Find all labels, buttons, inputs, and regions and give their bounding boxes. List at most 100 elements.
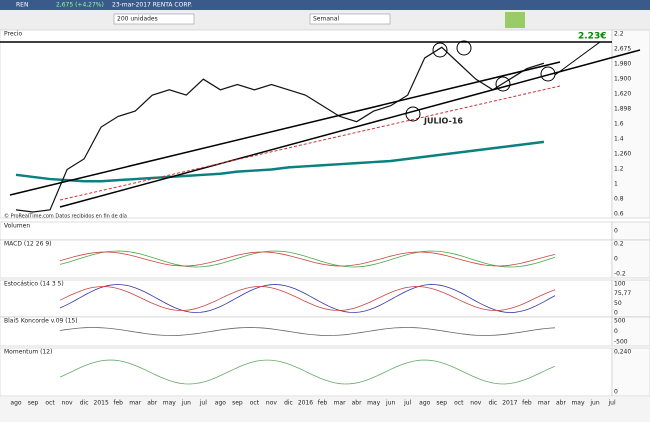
x-tick-label: may: [163, 400, 177, 407]
y-tick-label: 1.2: [614, 166, 624, 173]
symbol: REN: [16, 2, 28, 9]
x-tick-label: sep: [436, 400, 447, 407]
axis-panel: [611, 29, 650, 219]
indicator-line: [59, 250, 556, 268]
x-tick-label: dic: [284, 400, 293, 407]
x-tick-label: dic: [80, 400, 89, 407]
indicator-line: [59, 359, 556, 385]
x-tick-label: sep: [28, 400, 39, 407]
period: Semanal: [313, 16, 340, 23]
x-tick-label: abr: [147, 400, 157, 407]
y-tick-label: 0: [614, 328, 618, 335]
circles: [405, 40, 556, 122]
x-tick-label: oct: [454, 400, 464, 407]
x-tick-label: ago: [215, 400, 226, 407]
x-tick-label: dic: [488, 400, 497, 407]
x-axis: [0, 397, 650, 422]
panel: [0, 221, 613, 241]
x-tick-label: abr: [556, 400, 566, 407]
x-tick-label: nov: [62, 400, 73, 407]
source: © ProRealTime.com Datos recibidos en fin…: [4, 213, 127, 220]
axis-panel: [611, 316, 650, 347]
indicator-line: [59, 251, 556, 267]
units: 200 unidades: [117, 16, 158, 23]
x-tick-label: mar: [538, 400, 551, 407]
panel: [0, 239, 613, 279]
date: 23-mar-2017 RENTA CORP.: [112, 2, 192, 9]
y-tick-label: 2.2: [614, 31, 624, 38]
y-tick-label: 1,620: [614, 91, 631, 98]
y-tick-label: 75,77: [614, 290, 631, 297]
x-tick-label: nov: [470, 400, 481, 407]
indicator-line: [59, 327, 556, 336]
x-tick-label: 2016: [298, 400, 313, 407]
y-tick-label: 100: [614, 281, 626, 288]
trend-line: [9, 61, 561, 196]
title-bar: [0, 0, 650, 10]
axis-panel: [611, 239, 650, 279]
x-tick-label: mar: [129, 400, 142, 407]
x-tick-label: mar: [334, 400, 347, 407]
y-tick-label: 0.2: [614, 241, 624, 248]
x-tick-label: jun: [385, 400, 395, 407]
units-select[interactable]: [113, 13, 195, 25]
panel-title: Blai5 Koncorde v.09 (15): [4, 318, 78, 325]
x-tick-label: ago: [419, 400, 430, 407]
y-tick-label: 0: [614, 310, 618, 317]
x-tick-label: abr: [352, 400, 362, 407]
panel: [0, 316, 613, 347]
y-tick-label: 0.8: [614, 196, 624, 203]
x-tick-label: feb: [113, 400, 123, 407]
y-tick-label: -0.2: [614, 271, 626, 278]
arrow: [554, 41, 601, 76]
axis-panel: [611, 347, 650, 397]
y-tick-label: 1,980: [614, 61, 631, 68]
x-tick-label: jul: [403, 400, 411, 407]
y-tick-label: 1,260: [614, 151, 631, 158]
indicator-line: [59, 286, 556, 311]
y-tick-label: 0: [614, 228, 618, 235]
panel-title: Precio: [4, 31, 23, 38]
panel-title: MACD (12 26 9): [4, 241, 51, 248]
icon[interactable]: [505, 12, 525, 28]
y-tick-label: 1,900: [614, 76, 631, 83]
trend-line: [59, 85, 561, 201]
y-tick-label: 2,675: [614, 46, 631, 53]
y-tick-label: 1: [614, 181, 618, 188]
x-tick-label: jun: [589, 400, 599, 407]
x-tick-label: 2015: [94, 400, 109, 407]
x-tick-label: jul: [607, 400, 615, 407]
support-label: JULIO-16: [423, 117, 463, 126]
y-tick-label: -500: [614, 339, 628, 346]
y-tick-label: 0: [614, 389, 618, 396]
y-tick-label: 1.6: [614, 121, 624, 128]
x-tick-label: jun: [181, 400, 191, 407]
x-tick-label: feb: [522, 400, 532, 407]
panel-title: Volumen: [4, 223, 30, 230]
target: 2.23€: [578, 32, 606, 42]
y-tick-label: 0.6: [614, 211, 624, 218]
ema-line: [15, 140, 545, 183]
x-tick-label: may: [367, 400, 381, 407]
x-tick-label: feb: [318, 400, 328, 407]
x-tick-label: jul: [199, 400, 207, 407]
y-tick-label: 50: [614, 300, 622, 307]
x-tick-label: oct: [45, 400, 55, 407]
trend-line: [59, 49, 641, 208]
axis-panel: [611, 279, 650, 318]
x-tick-label: sep: [232, 400, 243, 407]
x-tick-label: oct: [250, 400, 260, 407]
price-line: [15, 46, 545, 213]
y-tick-label: 1.4: [614, 136, 624, 143]
y-tick-label: 0: [614, 256, 618, 263]
y-tick-label: 1,898: [614, 106, 631, 113]
last-price: 2,675 (+4,27%): [56, 2, 104, 9]
panel-title: Estocástico (14 3 5): [4, 281, 64, 288]
y-tick-label: 500: [614, 318, 626, 325]
x-tick-label: 2017: [502, 400, 517, 407]
panel-title: Momentum (12): [4, 349, 52, 356]
indicator-line: [59, 284, 556, 313]
period-select[interactable]: [309, 13, 391, 25]
x-tick-label: ago: [10, 400, 21, 407]
